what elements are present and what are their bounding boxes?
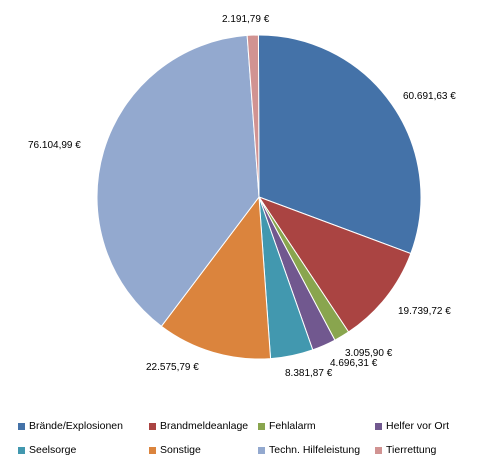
legend-swatch-0 bbox=[18, 422, 25, 430]
legend-swatch-3 bbox=[375, 422, 382, 430]
data-label-4: 8.381,87 € bbox=[285, 368, 333, 379]
legend-swatch-6 bbox=[258, 446, 265, 454]
legend-swatch-7 bbox=[375, 446, 382, 454]
legend-item-3: Helfer vor Ort bbox=[375, 420, 449, 432]
data-label-5: 22.575,79 € bbox=[146, 362, 199, 373]
pie-slices bbox=[96, 34, 422, 360]
legend-swatch-1 bbox=[149, 422, 156, 430]
data-label-7: 2.191,79 € bbox=[222, 14, 270, 25]
pie-slice-6 bbox=[96, 34, 260, 327]
legend-swatch-5 bbox=[149, 446, 156, 454]
pie-slice-5 bbox=[160, 195, 272, 360]
data-label-0: 60.691,63 € bbox=[403, 91, 456, 102]
legend-swatch-2 bbox=[258, 422, 265, 430]
legend: Brände/Explosionen Brandmeldeanlage Fehlal… bbox=[18, 420, 488, 464]
legend-item-5: Sonstige bbox=[149, 444, 201, 456]
pie-slice-1 bbox=[257, 195, 412, 333]
legend-label-3: Helfer vor Ort bbox=[386, 420, 450, 432]
legend-item-4: Seelsorge bbox=[18, 444, 76, 456]
legend-label-2: Fehlalarm bbox=[269, 420, 316, 432]
legend-item-0: Brände/Explosionen bbox=[18, 420, 123, 432]
pie-slice-7 bbox=[246, 34, 260, 198]
legend-label-5: Sonstige bbox=[160, 444, 201, 456]
legend-label-0: Brände/Explosionen bbox=[29, 420, 123, 432]
legend-label-1: Brandmeldeanlage bbox=[160, 420, 249, 432]
data-labels: 60.691,63 € 19.739,72 € 3.095,90 €4.696,31… bbox=[28, 14, 456, 379]
data-label-3: 4.696,31 € bbox=[330, 358, 378, 369]
legend-label-4: Seelsorge bbox=[29, 444, 77, 456]
data-label-1: 19.739,72 € bbox=[398, 306, 451, 317]
legend-label-7: Tierrettung bbox=[386, 444, 437, 456]
data-label-6: 76.104,99 € bbox=[28, 140, 81, 151]
legend-item-2: Fehlalarm bbox=[258, 420, 316, 432]
legend-item-6: Techn. Hilfeleistung bbox=[258, 444, 360, 456]
legend-swatch-4 bbox=[18, 446, 25, 454]
legend-label-6: Techn. Hilfeleistung bbox=[269, 444, 361, 456]
legend-item-7: Tierrettung bbox=[375, 444, 436, 456]
data-label-2: 3.095,90 € bbox=[345, 348, 393, 359]
legend-item-1: Brandmeldeanlage bbox=[149, 420, 248, 432]
pie-slice-0 bbox=[257, 34, 422, 255]
